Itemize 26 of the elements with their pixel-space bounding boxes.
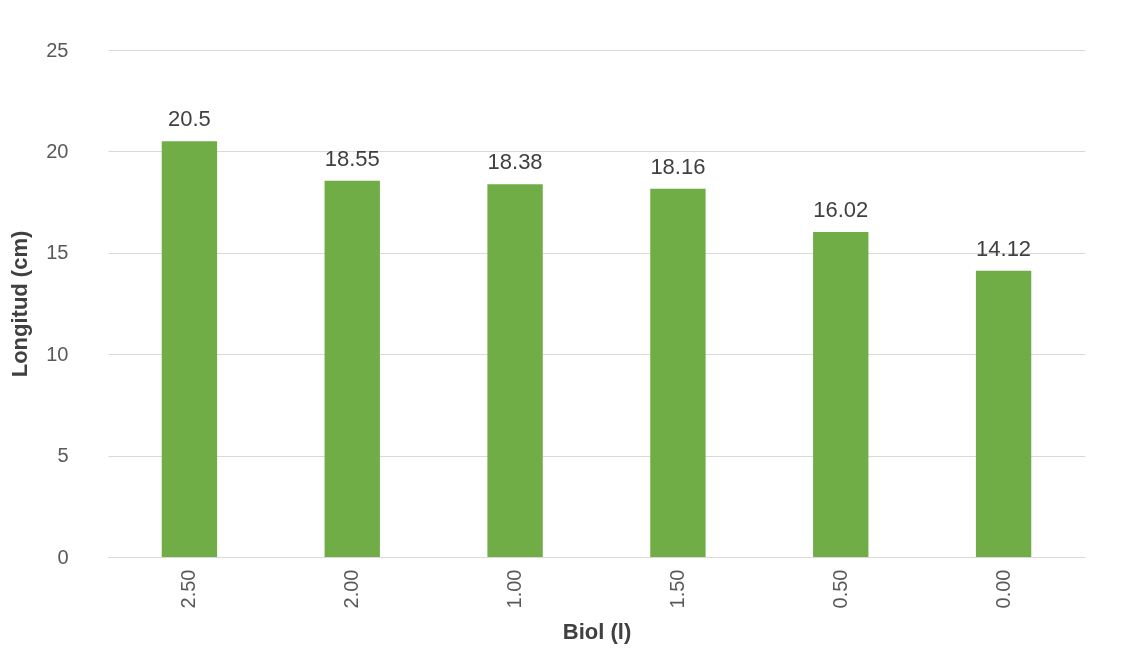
bar <box>975 270 1032 557</box>
bar <box>813 232 869 557</box>
data-label: 18.55 <box>324 145 380 171</box>
data-label: 20.5 <box>168 106 211 132</box>
x-tick-label: 1.00 <box>503 569 526 609</box>
bar <box>650 188 706 557</box>
x-tick-label: 2.00 <box>340 569 363 609</box>
y-tick-label: 25 <box>46 38 69 61</box>
data-label: 14.12 <box>976 235 1032 261</box>
x-tick-label: 2.50 <box>177 569 200 609</box>
bar <box>161 141 218 557</box>
data-label: 18.38 <box>487 149 543 175</box>
y-tick-label: 0 <box>57 545 69 568</box>
y-tick-label: 5 <box>57 444 69 467</box>
x-tick-label: 0.50 <box>828 569 851 609</box>
x-tick-label: 1.50 <box>665 569 688 609</box>
bar <box>324 180 380 557</box>
y-tick-label: 10 <box>46 342 69 365</box>
x-tick-label: 0.00 <box>991 569 1014 609</box>
data-label: 16.02 <box>813 197 869 223</box>
x-axis-title: Biol (l) <box>562 619 632 645</box>
data-label: 18.16 <box>650 153 706 179</box>
y-tick-label: 20 <box>46 139 69 162</box>
y-axis-title: Longitud (cm) <box>7 230 33 378</box>
y-tick-label: 15 <box>46 241 69 264</box>
bar <box>487 184 543 557</box>
